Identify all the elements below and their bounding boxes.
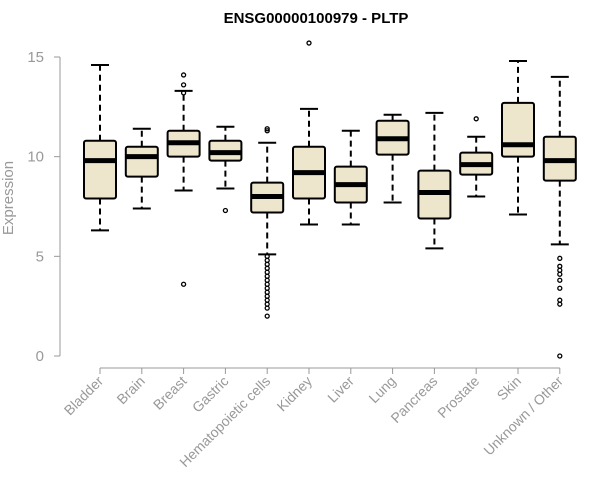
box-2 <box>166 72 201 287</box>
box-10 <box>501 59 535 216</box>
box-5 <box>292 40 326 226</box>
outlier-point <box>264 126 270 132</box>
x-category-label: Prostate <box>434 373 482 421</box>
outlier-point <box>557 285 563 291</box>
y-axis: 0 5 10 15 <box>27 49 61 365</box>
outlier-point <box>473 116 479 122</box>
outlier-point <box>557 255 563 261</box>
x-category-label: Unknown / Other <box>480 373 566 459</box>
x-category-label: Brain <box>113 373 147 407</box>
x-category-label: Liver <box>324 373 357 406</box>
outlier-point <box>264 253 270 259</box>
outlier-point <box>180 82 187 88</box>
box-iqr <box>83 139 117 200</box>
outlier-point <box>306 40 312 46</box>
outlier-point <box>180 281 187 287</box>
box-8 <box>417 111 452 250</box>
outlier-point <box>557 277 563 283</box>
x-category-label: Lung <box>365 373 398 406</box>
box-iqr <box>501 101 535 158</box>
boxes-group <box>83 40 577 359</box>
outlier-point <box>264 128 270 134</box>
box-4 <box>250 126 285 319</box>
box-1 <box>124 127 159 210</box>
box-iqr <box>124 145 159 178</box>
y-tick-label: 10 <box>27 149 44 166</box>
box-9 <box>459 116 494 198</box>
chart-title: ENSG00000100979 - PLTP <box>224 10 409 27</box>
box-11 <box>542 75 577 359</box>
x-category-label: Kidney <box>274 373 316 415</box>
outlier-point <box>180 72 187 78</box>
y-tick-label: 5 <box>36 248 44 265</box>
outlier-point <box>180 90 187 96</box>
x-category-label: Skin <box>494 373 525 404</box>
y-tick-label: 15 <box>27 49 44 66</box>
box-0 <box>83 63 117 232</box>
outlier-point <box>557 297 563 303</box>
outlier-point <box>557 263 563 269</box>
y-axis-label: Expression <box>0 161 17 235</box>
box-6 <box>333 129 368 226</box>
x-category-label: Bladder <box>61 373 107 419</box>
y-tick-label: 0 <box>36 348 44 365</box>
outlier-point <box>222 207 229 214</box>
outlier-point <box>557 353 563 359</box>
outlier-point <box>264 313 270 319</box>
x-category-label: Breast <box>150 373 190 413</box>
box-3 <box>208 125 243 214</box>
box-7 <box>375 113 410 204</box>
